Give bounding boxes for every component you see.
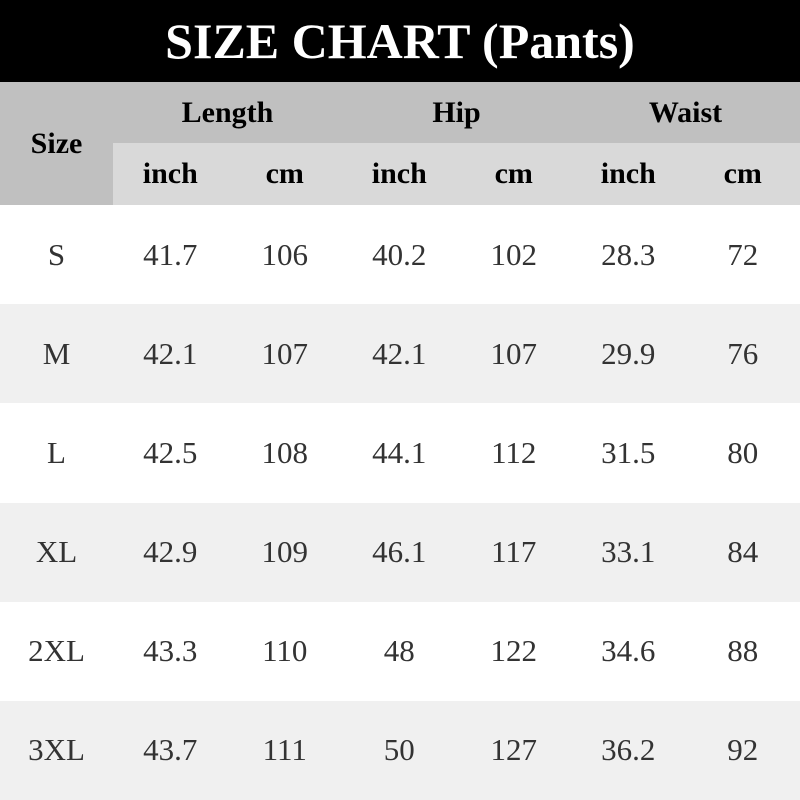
table-cell: 92	[727, 732, 759, 768]
table-cell: 72	[727, 236, 759, 272]
table-row	[0, 304, 800, 404]
size-label: M	[42, 335, 71, 371]
size-label: 2XL	[28, 633, 85, 669]
table-cell: 42.1	[372, 335, 427, 371]
table-cell: 42.5	[143, 434, 198, 470]
unit-header-inch: inch	[600, 157, 656, 190]
table-cell: 102	[490, 236, 538, 272]
table-cell: 44.1	[372, 434, 427, 470]
size-label: S	[47, 236, 66, 272]
table-cell: 88	[727, 633, 759, 669]
table-cell: 41.7	[143, 236, 198, 272]
unit-header-cm: cm	[494, 157, 533, 190]
table-cell: 50	[383, 732, 415, 768]
table-cell: 40.2	[372, 236, 427, 272]
table-cell: 112	[491, 434, 537, 470]
table-cell: 122	[490, 633, 538, 669]
table-cell: 107	[261, 335, 309, 371]
table-row	[0, 205, 800, 305]
unit-header-cm: cm	[723, 157, 762, 190]
table-row	[0, 700, 800, 800]
table-cell: 111	[262, 732, 307, 768]
table-cell: 36.2	[601, 732, 656, 768]
size-header: Size	[30, 126, 83, 160]
table-cell: 108	[261, 434, 309, 470]
table-cell: 76	[727, 335, 759, 371]
table-cell: 109	[261, 534, 309, 570]
table-cell: 80	[727, 434, 759, 470]
size-label: L	[47, 434, 66, 470]
group-header-hip: Hip	[432, 95, 481, 129]
table-row	[0, 601, 800, 701]
group-header-waist: Waist	[648, 95, 723, 129]
table-cell: 43.3	[143, 633, 198, 669]
table-cell: 33.1	[601, 534, 656, 570]
group-header-length: Length	[181, 95, 274, 129]
table-cell: 34.6	[601, 633, 656, 669]
table-cell: 29.9	[601, 335, 656, 371]
table-cell: 106	[261, 236, 309, 272]
size-label: 3XL	[28, 732, 85, 768]
unit-header-inch: inch	[371, 157, 427, 190]
unit-header-cm: cm	[265, 157, 304, 190]
table-cell: 43.7	[143, 732, 198, 768]
table-cell: 42.1	[143, 335, 198, 371]
table-row	[0, 403, 800, 503]
page-title: SIZE CHART (Pants)	[0, 0, 800, 82]
table-row	[0, 502, 800, 602]
table-cell: 42.9	[143, 534, 198, 570]
table-cell: 110	[262, 633, 308, 669]
table-cell: 84	[727, 534, 759, 570]
table-cell: 48	[383, 633, 415, 669]
table-cell: 46.1	[372, 534, 427, 570]
table-cell: 107	[490, 335, 538, 371]
table-cell: 31.5	[601, 434, 656, 470]
size-label: XL	[35, 534, 78, 570]
table-cell: 28.3	[601, 236, 656, 272]
unit-header-inch: inch	[142, 157, 198, 190]
table-cell: 117	[491, 534, 537, 570]
unit-header	[113, 143, 800, 205]
table-cell: 127	[490, 732, 538, 768]
